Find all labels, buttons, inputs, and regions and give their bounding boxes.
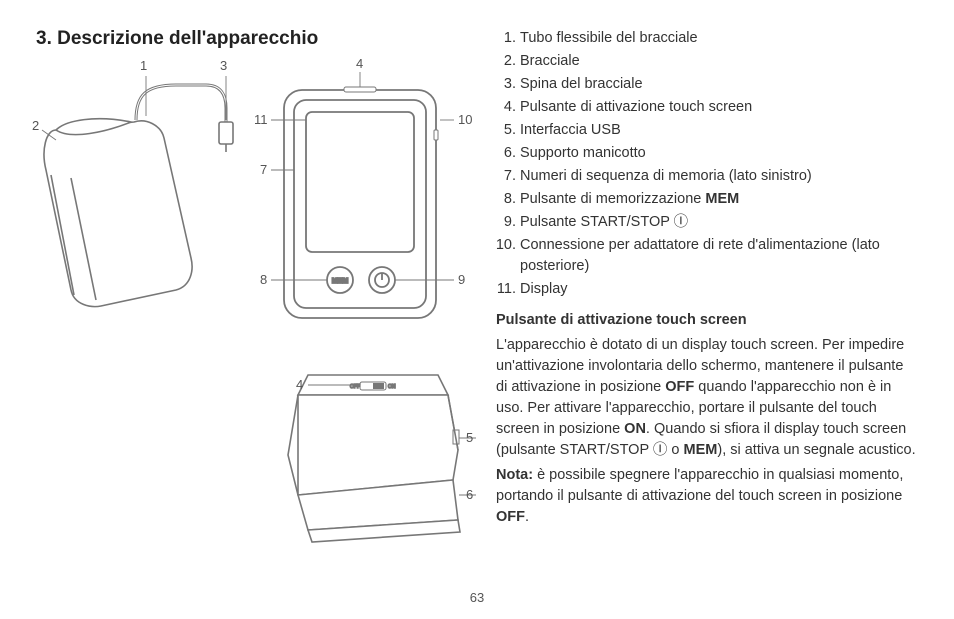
callout-2: 2 xyxy=(32,118,39,133)
list-item: Pulsante START/STOP Ⓘ xyxy=(496,212,918,233)
list-item: Display xyxy=(496,279,918,300)
list-item: Spina del bracciale xyxy=(496,74,918,95)
callout-4b: 4 xyxy=(296,377,303,392)
subheading: Pulsante di attivazione touch screen xyxy=(496,310,918,331)
mem-bold: MEM xyxy=(705,191,739,207)
callout-1: 1 xyxy=(140,58,147,73)
callout-11: 11 xyxy=(254,112,268,127)
list-item: Interfaccia USB xyxy=(496,120,918,141)
callout-3: 3 xyxy=(220,58,227,73)
nota-bold: Nota: xyxy=(496,467,533,483)
callout-7: 7 xyxy=(260,162,267,177)
mem-bold: MEM xyxy=(684,442,718,458)
list-item: Bracciale xyxy=(496,51,918,72)
callout-6: 6 xyxy=(466,487,473,502)
diagram-svg: MEM xyxy=(36,60,476,560)
list-item: Supporto manicotto xyxy=(496,143,918,164)
para-text: è possibile spegnere l'apparecchio in qu… xyxy=(496,467,903,504)
callout-9: 9 xyxy=(458,272,465,287)
list-item: Tubo flessibile del bracciale xyxy=(496,28,918,49)
callout-5: 5 xyxy=(466,430,473,445)
parts-list: Tubo flessibile del bracciale Bracciale … xyxy=(496,28,918,300)
list-item: Connessione per adattatore di rete d'ali… xyxy=(496,235,918,277)
body-text: L'apparecchio è dotato di un display tou… xyxy=(496,335,918,528)
callout-10: 10 xyxy=(458,112,472,127)
svg-text:ON: ON xyxy=(388,384,396,390)
callout-8: 8 xyxy=(260,272,267,287)
list-item-text: Pulsante di memorizzazione xyxy=(520,191,705,207)
on-bold: ON xyxy=(624,421,646,437)
device-diagram: MEM xyxy=(36,60,476,560)
para-text: ), si attiva un segnale acustico. xyxy=(717,442,915,458)
list-item: Pulsante di attivazione touch screen xyxy=(496,97,918,118)
mem-button-label: MEM xyxy=(332,278,349,285)
section-heading: 3. Descrizione dell'apparecchio xyxy=(36,28,476,50)
list-item: Numeri di sequenza di memoria (lato sini… xyxy=(496,166,918,187)
off-bold: OFF xyxy=(665,379,694,395)
off-bold: OFF xyxy=(496,509,525,525)
list-item: Pulsante di memorizzazione MEM xyxy=(496,189,918,210)
callout-4: 4 xyxy=(356,56,363,71)
page-number: 63 xyxy=(0,590,954,605)
para-text: . xyxy=(525,509,529,525)
